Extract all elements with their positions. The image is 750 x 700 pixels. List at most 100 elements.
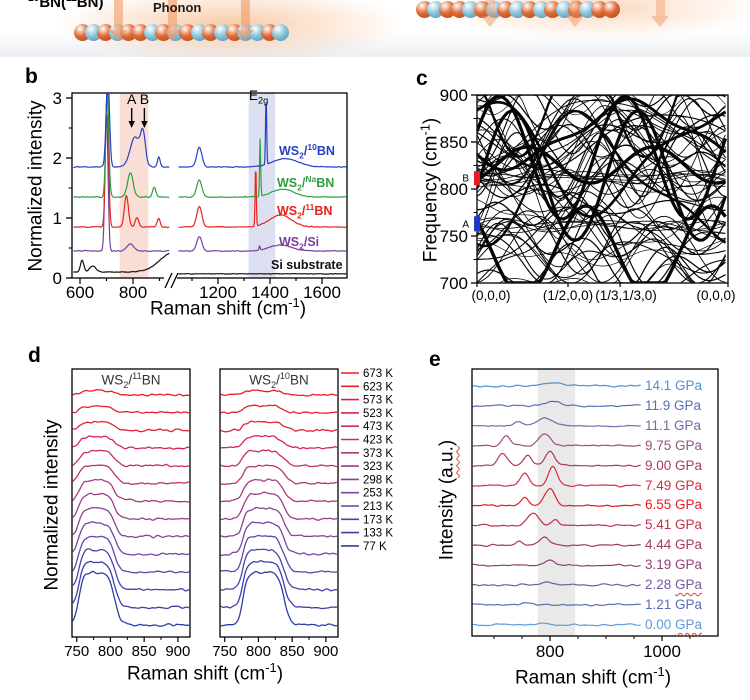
series-label-ws2-si: WS2/Si — [279, 235, 320, 252]
phonon-band — [477, 240, 726, 267]
phonon-band — [477, 221, 726, 283]
boron-atom — [602, 0, 620, 18]
legend-label: 323 K — [363, 461, 393, 473]
panel-e-letter: e — [429, 348, 441, 371]
spectrum-curve — [220, 491, 338, 521]
svg-text:800: 800 — [98, 643, 123, 660]
phonon-band — [477, 180, 726, 193]
svg-text:1000: 1000 — [643, 642, 681, 661]
spectrum-curve — [72, 506, 190, 539]
nitrogen-atom — [272, 23, 290, 41]
spectrum-curve — [72, 521, 190, 556]
mode-marker-a — [474, 216, 480, 232]
phonon-band — [477, 169, 726, 181]
series-label-ws2-nabn: WS2/NaBN — [277, 174, 335, 193]
kpath-label: (0,0,0) — [696, 288, 735, 303]
phonon-band — [477, 204, 727, 283]
svg-text:750: 750 — [440, 227, 468, 246]
phonon-band — [477, 155, 726, 212]
legend-label: 523 K — [363, 408, 393, 420]
spectrum-curve — [220, 548, 338, 592]
phonon-arrow-icon — [655, 0, 665, 16]
legend-label: 173 K — [363, 514, 393, 526]
pressure-label: 14.1 GPa — [645, 378, 703, 393]
phonon-band — [477, 218, 726, 230]
series-label-ws2-10bn: WS2/10BN — [279, 142, 335, 161]
phonon-band — [477, 181, 726, 258]
svg-text:0: 0 — [53, 269, 62, 288]
phonon-arrowhead-icon — [481, 16, 499, 27]
panel-e-ylabel: Intensity (a.u.) — [436, 439, 458, 561]
phonon-band — [477, 123, 727, 209]
spectrum-curve — [472, 417, 641, 428]
svg-text:3: 3 — [53, 89, 62, 108]
temperature-spectra — [72, 389, 190, 627]
series-label-ws2-11bn: WS2/11BN — [277, 202, 333, 221]
pressure-label: 11.9 GPa — [645, 397, 702, 413]
panel-b-xlabel: Raman shift (cm-1) — [149, 295, 307, 320]
isotope-bn-label: 10BN(11BN) — [28, 0, 104, 11]
spectrum-curve — [472, 433, 641, 448]
pressure-label: 2.28 GPa — [645, 577, 703, 592]
spectrum-curve — [472, 512, 641, 528]
phonon-band — [477, 174, 726, 186]
svg-text:700: 700 — [440, 274, 468, 293]
spectrum-curve — [472, 581, 641, 587]
spectrum-curve — [220, 570, 338, 627]
kpath-label: (0,0,0) — [471, 288, 510, 303]
spectrum-curve — [220, 464, 338, 486]
spectrum-curve — [72, 389, 190, 397]
spectrum-curve — [178, 236, 347, 252]
phonon-arrowhead-icon — [163, 30, 181, 41]
phonon-arrow-icon — [570, 0, 580, 16]
legend-label: 253 K — [363, 488, 393, 500]
spectrum-curve — [220, 389, 337, 397]
spectrum-curve — [220, 404, 338, 415]
svg-text:2: 2 — [53, 149, 62, 168]
panel-b-e2g-annotation: E2g — [249, 88, 269, 106]
spectrum-curve — [220, 506, 337, 538]
spectrum-curve — [220, 449, 338, 468]
phonon-band — [477, 130, 726, 221]
phonon-bands — [477, 95, 728, 283]
legend-label: 213 K — [363, 501, 393, 513]
spectrum-curve — [72, 548, 190, 592]
spectrum-curve — [72, 478, 190, 503]
spectrum-curve — [72, 535, 190, 574]
svg-text:900: 900 — [440, 86, 468, 105]
pressure-label: 9.75 GPa — [645, 437, 703, 453]
panel-a-schematic: 10BN(11BN) Phonon — [0, 0, 750, 57]
spectrum-curve — [72, 420, 190, 433]
spectrum-curve — [73, 252, 170, 273]
svg-text:900: 900 — [313, 643, 338, 660]
phonon-band — [477, 220, 726, 234]
phonon-arrow-icon — [167, 0, 177, 30]
spectrum-curve — [73, 93, 170, 168]
legend-label: 423 K — [363, 435, 393, 447]
panel-b-letter: b — [25, 65, 38, 88]
pressure-label: 4.44 GPa — [645, 537, 703, 553]
spectrum-curve — [220, 521, 338, 556]
spectrum-curve — [220, 560, 338, 610]
phonon-band — [477, 190, 696, 283]
spectrum-curve — [72, 570, 190, 627]
panel-e-chart: 800 1000 — [471, 368, 719, 661]
spectrum-curve — [72, 405, 190, 414]
phonon-arrow-icon — [485, 0, 495, 16]
shaded-band — [537, 369, 576, 636]
pressure-label: 7.49 GPa — [645, 477, 703, 493]
svg-text:A: A — [127, 91, 137, 107]
pressure-label: 3.19 GPa — [645, 557, 703, 573]
phonon-band — [477, 95, 728, 221]
svg-text:B: B — [140, 91, 149, 107]
phonon-band — [477, 217, 726, 231]
phonon-band — [477, 114, 726, 169]
panel-d-xlabel: Raman shift (cm-1) — [126, 660, 284, 685]
spectrum-curve — [178, 171, 347, 228]
svg-text:800: 800 — [119, 283, 147, 302]
svg-text:800: 800 — [536, 642, 564, 661]
phonon-band — [477, 137, 726, 183]
svg-text:900: 900 — [165, 643, 190, 660]
